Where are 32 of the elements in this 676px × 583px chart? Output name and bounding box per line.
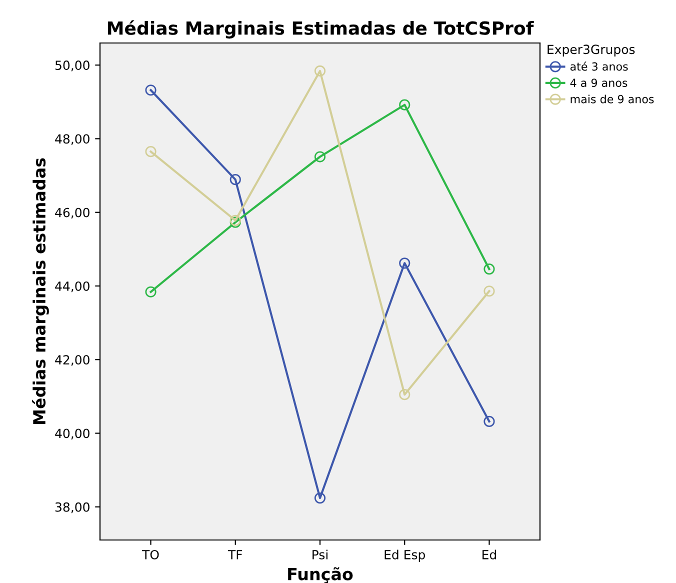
point xyxy=(145,84,156,96)
point xyxy=(399,258,410,269)
y-tick-label: 50,00 xyxy=(55,60,90,72)
legend-label: mais de 9 anos xyxy=(570,94,654,104)
y-tick-label: 42,00 xyxy=(55,355,90,366)
chart-title: Médias Marginais Estimadas de TotCSProf xyxy=(108,20,534,39)
x-axis-title: Função xyxy=(288,567,353,583)
legend-label: até 3 anos xyxy=(570,62,628,71)
point xyxy=(399,389,410,400)
point xyxy=(484,286,495,297)
y-tick-label: 38,00 xyxy=(55,502,90,514)
point xyxy=(230,174,241,186)
point xyxy=(484,263,495,275)
point xyxy=(314,65,326,77)
y-tick-label: 48,00 xyxy=(55,134,90,145)
point xyxy=(314,151,326,162)
y-tick-label: 44,00 xyxy=(55,281,90,292)
point xyxy=(399,99,410,110)
y-axis-title: Médias marginais estimadas xyxy=(32,158,49,424)
point xyxy=(145,146,156,158)
x-tick-label: TO xyxy=(142,550,159,560)
point xyxy=(314,492,326,504)
x-tick-label: Ed Esp xyxy=(384,550,426,562)
y-tick-label: 40,00 xyxy=(55,428,90,440)
y-tick-label: 46,00 xyxy=(55,208,90,219)
x-tick-label: Psi xyxy=(312,550,328,560)
x-tick-label: Ed xyxy=(482,550,496,560)
legend-title: Exper3Grupos xyxy=(548,44,635,57)
x-tick-label: TF xyxy=(228,550,242,560)
legend-label: 4 a 9 anos xyxy=(570,78,628,88)
point xyxy=(145,286,156,298)
point xyxy=(484,416,495,428)
